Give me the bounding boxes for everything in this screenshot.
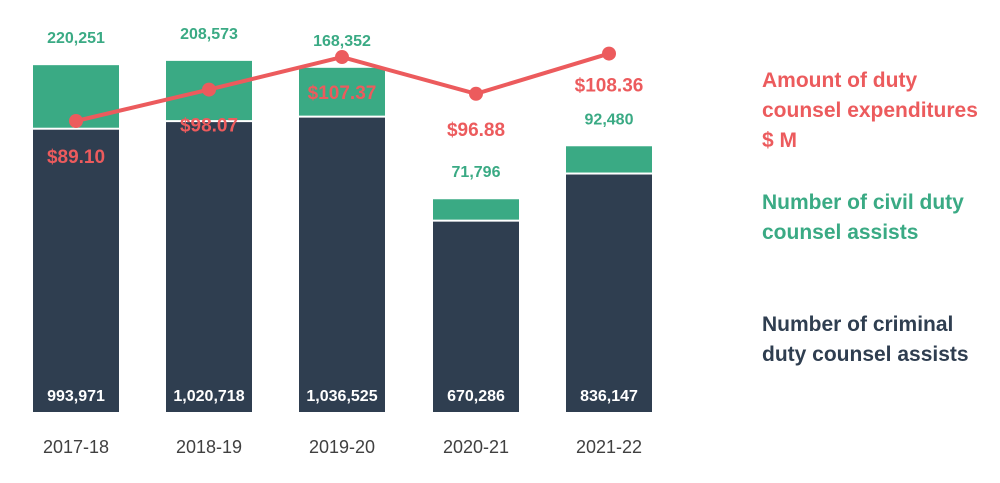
label-expenditures-2018-19: $98.07 (180, 116, 238, 137)
label-civil-2017-18: 220,251 (47, 30, 105, 47)
label-civil-2021-22: 92,480 (585, 111, 634, 128)
chart-area: 993,971 220,251 2017-18 1,020,718 208,573 201… (33, 26, 652, 457)
label-criminal-2021-22: 836,147 (580, 388, 638, 405)
bar-criminal-2019-20 (299, 117, 385, 413)
point-expenditures-2019-20 (335, 50, 349, 65)
bar-criminal-2017-18 (33, 129, 119, 413)
label-criminal-2020-21: 670,286 (447, 388, 505, 405)
label-expenditures-2020-21: $96.88 (447, 120, 505, 141)
label-criminal-2018-19: 1,020,718 (173, 388, 244, 405)
bar-criminal-2020-21 (433, 221, 519, 412)
label-expenditures-2017-18: $89.10 (47, 147, 105, 168)
x-tick-2017-18: 2017-18 (43, 437, 109, 457)
label-civil-2020-21: 71,796 (452, 164, 501, 181)
label-criminal-2017-18: 993,971 (47, 388, 105, 405)
legend-civil: Number of civil duty counsel assists (762, 191, 964, 244)
bar-civil-2020-21 (433, 199, 519, 220)
label-criminal-2019-20: 1,036,525 (306, 388, 377, 405)
point-expenditures-2021-22 (602, 46, 616, 61)
label-civil-2018-19: 208,573 (180, 26, 238, 43)
x-tick-2021-22: 2021-22 (576, 437, 642, 457)
bar-civil-2019-20 (299, 67, 385, 116)
label-expenditures-2021-22: $108.36 (575, 76, 644, 97)
bar-criminal-2018-19 (166, 122, 252, 412)
point-expenditures-2018-19 (202, 82, 216, 97)
point-expenditures-2020-21 (469, 86, 483, 101)
legend-criminal: Number of criminal duty counsel assists (762, 313, 969, 366)
legend-expenditures: Amount of duty counsel expenditures $ M (762, 69, 978, 152)
x-tick-2019-20: 2019-20 (309, 437, 375, 457)
point-expenditures-2017-18 (69, 114, 83, 128)
bar-civil-2021-22 (566, 146, 652, 173)
x-tick-2020-21: 2020-21 (443, 437, 509, 457)
label-expenditures-2019-20: $107.37 (308, 83, 377, 104)
x-tick-2018-19: 2018-19 (176, 437, 242, 457)
bar-criminal-2021-22 (566, 174, 652, 412)
label-civil-2019-20: 168,352 (313, 33, 371, 50)
